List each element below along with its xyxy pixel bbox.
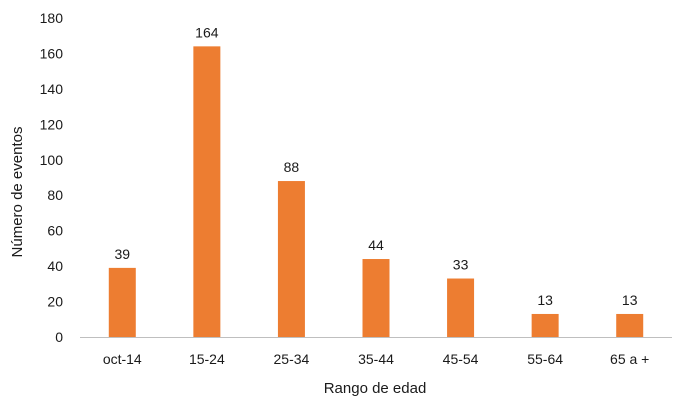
x-tick-label: 15-24 <box>189 351 225 367</box>
bar <box>616 313 644 337</box>
bar <box>277 181 305 337</box>
data-labels: 39 164 88 44 33 13 13 <box>114 24 637 308</box>
bar <box>193 46 221 337</box>
bar <box>531 313 559 337</box>
data-label: 13 <box>622 292 638 308</box>
y-tick-label: 0 <box>55 329 63 345</box>
data-label: 88 <box>284 159 300 175</box>
y-tick-label: 180 <box>40 10 64 26</box>
x-tick-label: oct-14 <box>103 351 142 367</box>
x-tick-label: 65 a + <box>610 351 649 367</box>
y-tick-label: 160 <box>40 45 64 61</box>
bar <box>108 267 136 337</box>
x-axis-ticks: oct-14 15-24 25-34 35-44 45-54 55-64 65 a + <box>103 351 650 367</box>
y-tick-label: 140 <box>40 81 64 97</box>
y-tick-label: 40 <box>47 258 63 274</box>
bar <box>362 259 390 337</box>
data-label: 164 <box>195 24 219 40</box>
x-tick-label: 25-34 <box>274 351 310 367</box>
data-label: 13 <box>537 292 553 308</box>
y-tick-label: 20 <box>47 294 63 310</box>
x-tick-label: 55-64 <box>527 351 563 367</box>
bars <box>108 46 644 337</box>
data-label: 39 <box>114 246 130 262</box>
y-axis-ticks: 0 20 40 60 80 100 120 140 160 180 <box>40 10 64 345</box>
bar <box>447 278 475 337</box>
data-label: 44 <box>368 237 384 253</box>
y-tick-label: 120 <box>40 116 64 132</box>
y-tick-label: 80 <box>47 187 63 203</box>
y-axis-title: Número de eventos <box>9 127 26 258</box>
data-label: 33 <box>453 257 469 273</box>
x-tick-label: 35-44 <box>358 351 394 367</box>
x-axis-title: Rango de edad <box>324 380 427 397</box>
y-tick-label: 60 <box>47 223 63 239</box>
y-tick-label: 100 <box>40 152 64 168</box>
x-tick-label: 45-54 <box>443 351 479 367</box>
